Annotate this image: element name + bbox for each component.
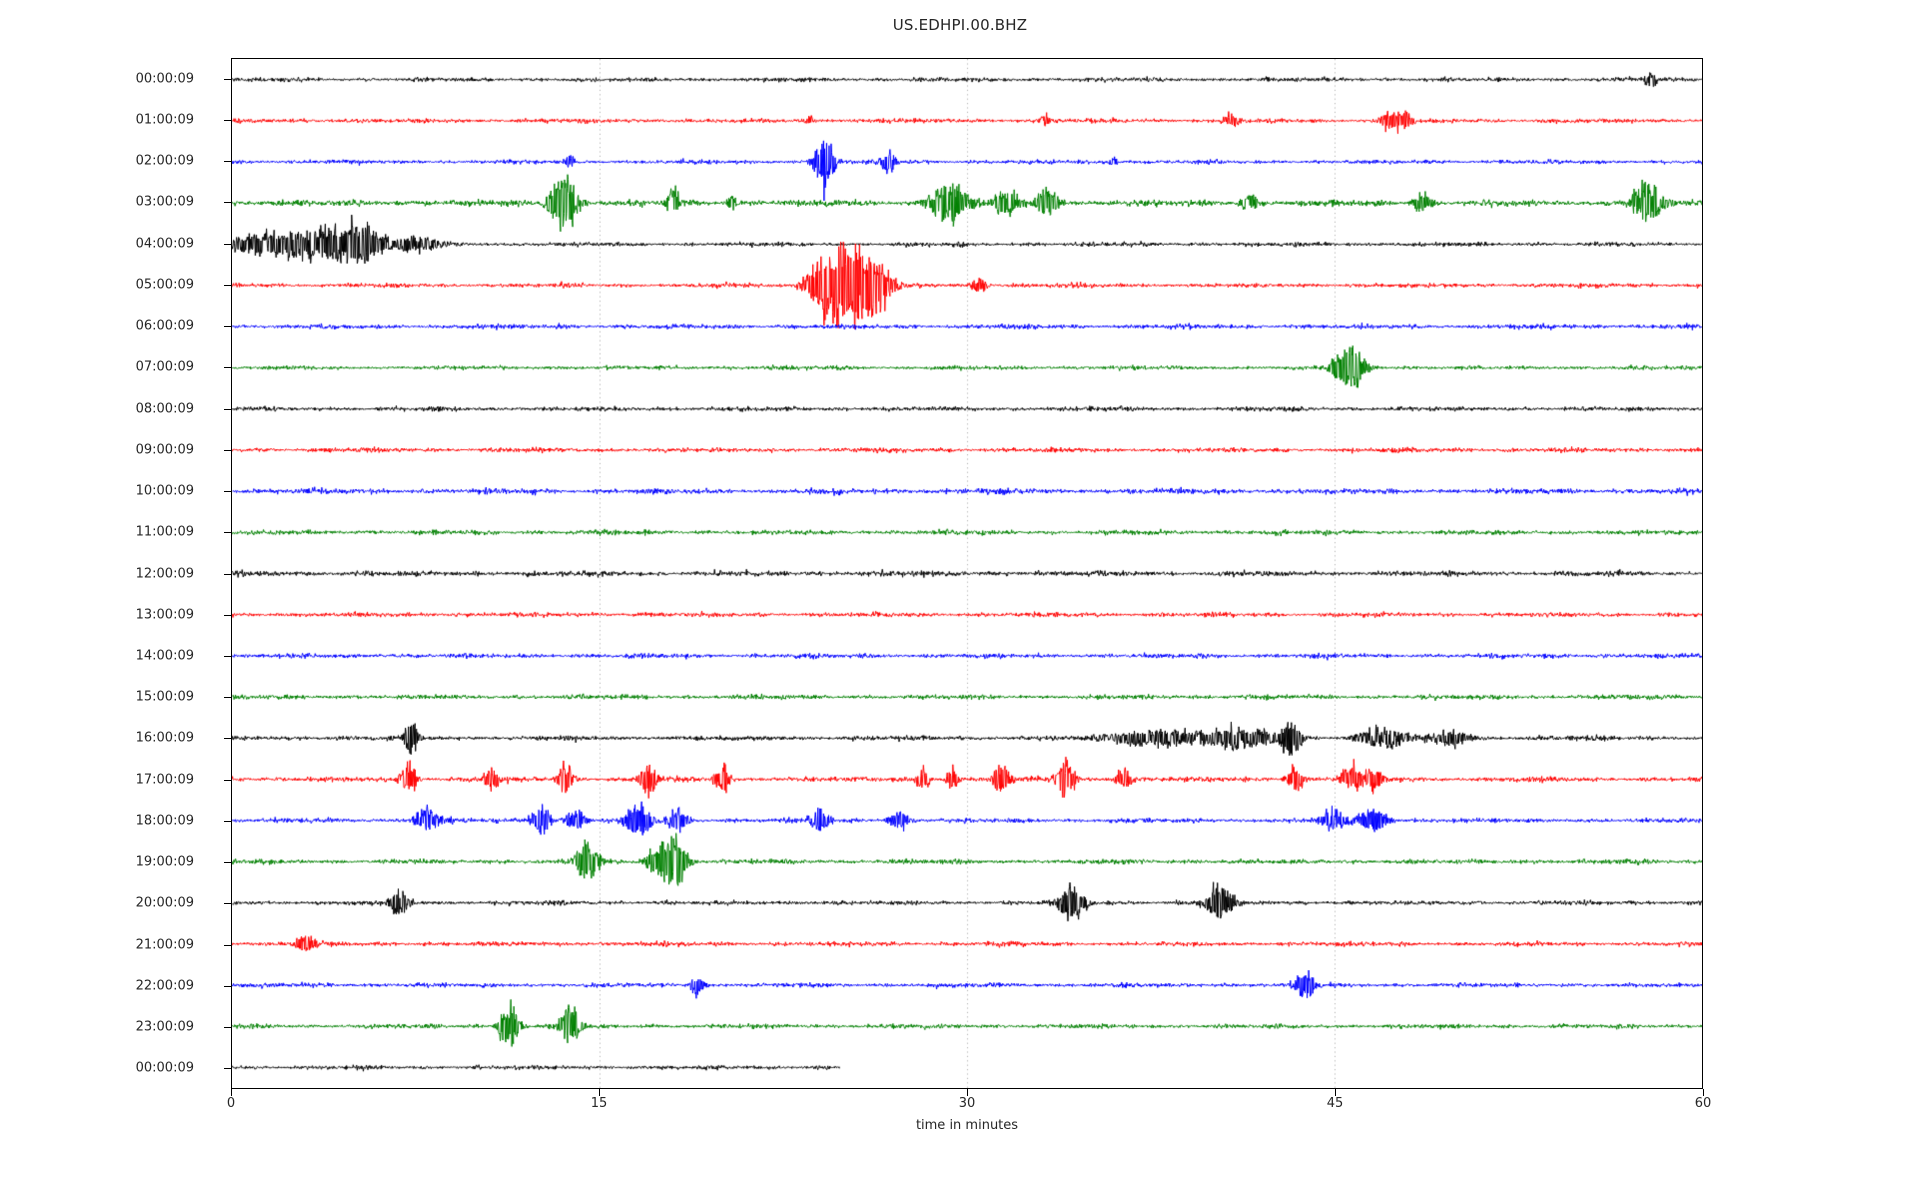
y-tick-label-21: 21:00:09 [135,937,194,953]
y-tick-label-19: 19:00:09 [135,854,194,870]
y-tick-mark-1 [224,119,231,121]
y-tick-label-0: 00:00:09 [135,71,194,87]
y-tick-mark-16 [224,738,231,740]
y-tick-mark-5 [224,284,231,286]
y-tick-mark-18 [224,820,231,822]
y-tick-mark-4 [224,243,231,245]
y-tick-mark-13 [224,614,231,616]
y-tick-mark-11 [224,532,231,534]
y-tick-mark-3 [224,202,231,204]
y-tick-mark-9 [224,449,231,451]
y-tick-mark-14 [224,655,231,657]
x-tick-label-3: 45 [1326,1096,1344,1111]
x-tick-label-2: 30 [958,1096,976,1111]
x-tick-mark-4 [1703,1089,1704,1096]
y-tick-label-1: 01:00:09 [135,112,194,128]
y-tick-label-23: 23:00:09 [135,1019,194,1035]
y-tick-mark-24 [224,1068,231,1070]
seismogram-traces [232,59,1702,1088]
y-tick-mark-19 [224,862,231,864]
x-tick-mark-0 [231,1089,232,1096]
x-tick-label-1: 15 [590,1096,608,1111]
y-tick-label-9: 09:00:09 [135,442,194,458]
y-tick-label-18: 18:00:09 [135,813,194,829]
x-axis-label: time in minutes [915,1118,1019,1133]
y-tick-label-4: 04:00:09 [135,236,194,252]
y-tick-mark-17 [224,779,231,781]
y-tick-mark-15 [224,697,231,699]
y-tick-mark-22 [224,985,231,987]
y-tick-label-11: 11:00:09 [135,524,194,540]
y-tick-label-16: 16:00:09 [135,730,194,746]
y-tick-label-15: 15:00:09 [135,689,194,705]
y-tick-mark-8 [224,408,231,410]
y-tick-label-7: 07:00:09 [135,359,194,375]
y-tick-label-6: 06:00:09 [135,318,194,334]
x-tick-label-0: 0 [226,1096,236,1111]
y-tick-mark-0 [224,78,231,80]
y-tick-label-8: 08:00:09 [135,401,194,417]
plot-axes [231,58,1703,1089]
y-tick-label-12: 12:00:09 [135,566,194,581]
y-tick-label-22: 22:00:09 [135,978,194,994]
y-tick-mark-10 [224,491,231,493]
y-tick-mark-6 [224,326,231,328]
y-tick-mark-12 [224,573,231,575]
x-tick-mark-1 [599,1089,600,1096]
y-tick-mark-23 [224,1027,231,1029]
y-tick-label-13: 13:00:09 [135,607,194,623]
x-tick-mark-3 [1335,1089,1336,1096]
y-tick-label-10: 10:00:09 [135,483,194,499]
y-tick-label-5: 05:00:09 [135,277,194,293]
y-tick-label-20: 20:00:09 [135,895,194,911]
y-tick-mark-21 [224,944,231,946]
y-tick-label-17: 17:00:09 [135,772,194,788]
page-title: US.EDHPI.00.BHZ [892,16,1028,34]
y-tick-label-2: 02:00:09 [135,153,194,169]
y-tick-mark-2 [224,161,231,163]
y-tick-label-14: 14:00:09 [135,648,194,664]
y-tick-mark-20 [224,903,231,905]
x-tick-mark-2 [967,1089,968,1096]
y-tick-label-3: 03:00:09 [135,194,194,210]
x-tick-label-4: 60 [1694,1096,1712,1111]
y-tick-mark-7 [224,367,231,369]
y-tick-label-24: 00:00:09 [135,1060,194,1076]
